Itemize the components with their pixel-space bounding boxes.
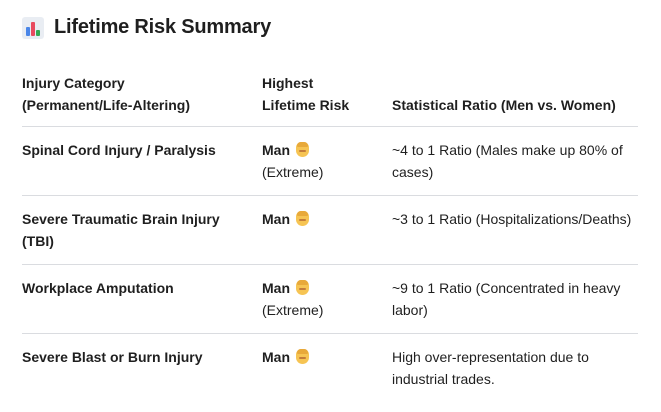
title-row: Lifetime Risk Summary xyxy=(22,16,271,39)
header-line: Injury Category xyxy=(22,75,125,91)
cell-risk: Man (Extreme) xyxy=(262,126,392,196)
header-line: (Permanent/Life-Altering) xyxy=(22,97,191,113)
table-row: Severe Traumatic Brain Injury (TBI) Man … xyxy=(22,195,638,265)
man-emoji-icon xyxy=(296,211,309,226)
table-row: Workplace Amputation Man (Extreme) ~9 to… xyxy=(22,264,638,334)
man-emoji-icon xyxy=(296,142,309,157)
cell-ratio: ~9 to 1 Ratio (Concentrated in heavy lab… xyxy=(392,264,638,334)
table-row: Spinal Cord Injury / Paralysis Man (Extr… xyxy=(22,126,638,196)
cell-risk: Man (Extreme) xyxy=(262,264,392,334)
risk-label: Man xyxy=(262,211,290,227)
risk-note: (Extreme) xyxy=(262,164,324,180)
cell-category: Spinal Cord Injury / Paralysis xyxy=(22,126,262,196)
risk-label: Man xyxy=(262,349,290,365)
cell-ratio: ~3 to 1 Ratio (Hospitalizations/Deaths) xyxy=(392,195,638,265)
header-highest-risk: Highest Lifetime Risk xyxy=(262,72,392,127)
man-emoji-icon xyxy=(296,349,309,364)
cell-ratio: ~4 to 1 Ratio (Males make up 80% of case… xyxy=(392,126,638,196)
cell-risk: Man xyxy=(262,333,392,402)
header-injury-category: Injury Category (Permanent/Life-Altering… xyxy=(22,72,262,127)
man-emoji-icon xyxy=(296,280,309,295)
table-row: Severe Blast or Burn Injury Man High ove… xyxy=(22,333,638,402)
risk-note: (Extreme) xyxy=(262,302,324,318)
header-ratio: Statistical Ratio (Men vs. Women) xyxy=(392,72,638,127)
header-line: Lifetime Risk xyxy=(262,97,350,113)
cell-category: Severe Blast or Burn Injury xyxy=(22,333,262,402)
cell-risk: Man xyxy=(262,195,392,265)
header-line: Statistical Ratio (Men vs. Women) xyxy=(392,97,616,113)
risk-label: Man xyxy=(262,280,290,296)
cell-category: Severe Traumatic Brain Injury (TBI) xyxy=(22,195,262,265)
header-line: Highest xyxy=(262,75,314,91)
cell-ratio: High over-representation due to industri… xyxy=(392,333,638,402)
page-title: Lifetime Risk Summary xyxy=(54,16,271,38)
table-header-row: Injury Category (Permanent/Life-Altering… xyxy=(22,72,638,127)
cell-category: Workplace Amputation xyxy=(22,264,262,334)
risk-label: Man xyxy=(262,142,290,158)
risk-table: Injury Category (Permanent/Life-Altering… xyxy=(22,72,638,402)
bar-chart-icon xyxy=(22,16,44,39)
